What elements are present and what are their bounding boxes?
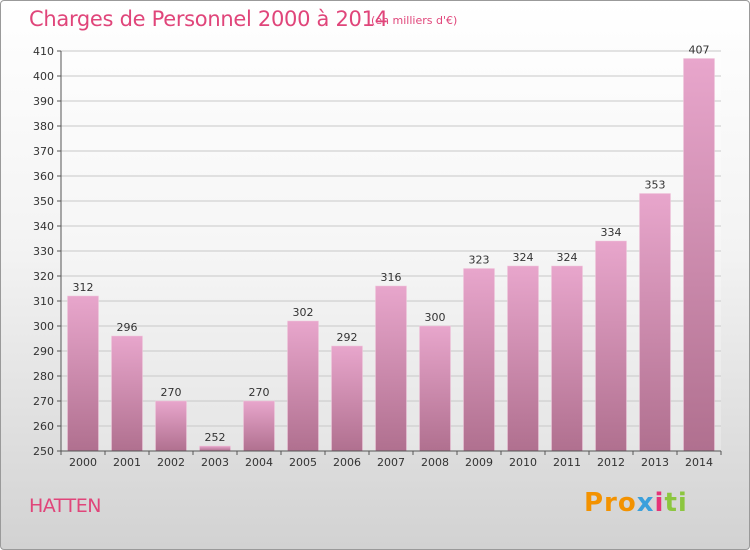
bar bbox=[375, 285, 407, 452]
data-label: 334 bbox=[601, 226, 622, 239]
y-tick-label: 300 bbox=[33, 320, 54, 333]
y-tick-label: 330 bbox=[33, 245, 54, 258]
x-tick-label: 2006 bbox=[333, 456, 361, 469]
y-tick-label: 280 bbox=[33, 370, 54, 383]
y-tick-label: 290 bbox=[33, 345, 54, 358]
data-label: 252 bbox=[205, 431, 226, 444]
bar bbox=[199, 445, 231, 452]
chart-subtitle: (en milliers d'€) bbox=[371, 14, 458, 27]
bar bbox=[67, 295, 99, 452]
data-label: 302 bbox=[293, 306, 314, 319]
bar bbox=[287, 320, 319, 452]
x-tick-label: 2002 bbox=[157, 456, 185, 469]
y-tick-label: 320 bbox=[33, 270, 54, 283]
y-tick-label: 360 bbox=[33, 170, 54, 183]
y-tick-label: 270 bbox=[33, 395, 54, 408]
data-label: 300 bbox=[425, 311, 446, 324]
bar bbox=[507, 265, 539, 452]
x-tick-label: 2012 bbox=[597, 456, 625, 469]
y-tick-label: 260 bbox=[33, 420, 54, 433]
data-label: 270 bbox=[249, 386, 270, 399]
data-label: 312 bbox=[73, 281, 94, 294]
y-tick-label: 340 bbox=[33, 220, 54, 233]
logo-part: ti bbox=[664, 488, 688, 518]
x-tick-label: 2009 bbox=[465, 456, 493, 469]
x-tick-label: 2001 bbox=[113, 456, 141, 469]
place-name: HATTEN bbox=[29, 495, 101, 517]
bar bbox=[463, 268, 495, 452]
data-label: 292 bbox=[337, 331, 358, 344]
x-tick-label: 2010 bbox=[509, 456, 537, 469]
data-label: 324 bbox=[557, 251, 578, 264]
logo-part: Pro bbox=[584, 488, 637, 518]
axes bbox=[57, 50, 722, 455]
x-tick-label: 2005 bbox=[289, 456, 317, 469]
proxiti-logo: Proxiti bbox=[584, 488, 688, 518]
bar bbox=[683, 58, 715, 452]
y-tick-label: 250 bbox=[33, 445, 54, 458]
x-tick-label: 2004 bbox=[245, 456, 273, 469]
y-tick-label: 310 bbox=[33, 295, 54, 308]
x-tick-label: 2013 bbox=[641, 456, 669, 469]
x-tick-label: 2003 bbox=[201, 456, 229, 469]
x-tick-label: 2014 bbox=[685, 456, 713, 469]
data-label: 323 bbox=[469, 254, 490, 267]
x-tick-label: 2000 bbox=[69, 456, 97, 469]
bar bbox=[551, 265, 583, 452]
chart-title: Charges de Personnel 2000 à 2014 bbox=[29, 7, 388, 31]
y-tick-label: 390 bbox=[33, 95, 54, 108]
bar bbox=[331, 345, 363, 452]
y-tick-label: 370 bbox=[33, 145, 54, 158]
data-label: 407 bbox=[689, 44, 710, 57]
data-label: 270 bbox=[161, 386, 182, 399]
data-label: 296 bbox=[117, 321, 138, 334]
data-label: 316 bbox=[381, 271, 402, 284]
y-tick-label: 350 bbox=[33, 195, 54, 208]
logo-part: i bbox=[654, 488, 665, 518]
y-tick-label: 380 bbox=[33, 120, 54, 133]
x-tick-label: 2011 bbox=[553, 456, 581, 469]
y-tick-label: 400 bbox=[33, 70, 54, 83]
logo-part: x bbox=[636, 488, 655, 518]
y-tick-label: 410 bbox=[33, 45, 54, 58]
bar bbox=[155, 400, 187, 452]
x-tick-label: 2007 bbox=[377, 456, 405, 469]
bar bbox=[243, 400, 275, 452]
bars bbox=[67, 58, 715, 452]
bar bbox=[419, 325, 451, 452]
x-tick-label: 2008 bbox=[421, 456, 449, 469]
bar bbox=[111, 335, 143, 452]
data-label: 353 bbox=[645, 179, 666, 192]
bar bbox=[639, 193, 671, 452]
data-label: 324 bbox=[513, 251, 534, 264]
bar bbox=[595, 240, 627, 452]
labels: 250 260 270 280 290 300 310 320 330 340 350 360 370 3… bbox=[33, 44, 713, 470]
